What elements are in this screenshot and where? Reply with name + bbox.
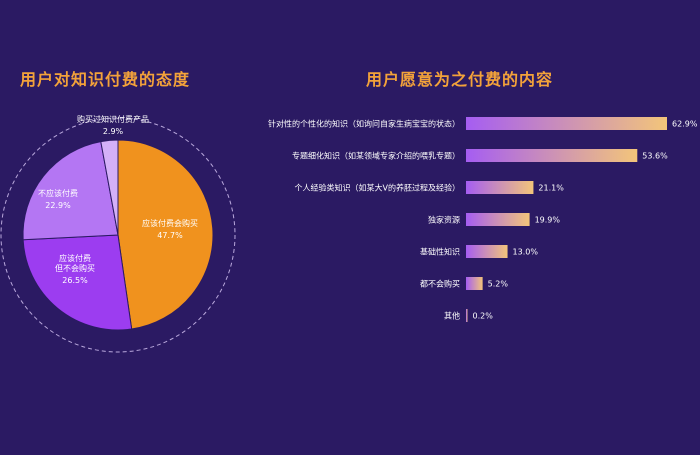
bar <box>466 181 534 194</box>
bar-value-label: 53.6% <box>642 152 668 161</box>
pie-slice-value: 26.5% <box>62 276 88 285</box>
pie-slice-label: 不应该付费 <box>38 188 78 198</box>
bar-value-label: 13.0% <box>513 248 539 257</box>
bar <box>466 309 468 322</box>
bar-value-label: 19.9% <box>535 216 561 225</box>
pie-dashed-ring <box>0 117 236 353</box>
pie-slice <box>22 234 133 331</box>
bar-chart: 针对性的个性化的知识（如询问自家生病宝宝的状态） 62.9% 专题细化知识（如某领域… <box>268 117 698 322</box>
bar-category-label: 其他 <box>444 311 460 321</box>
bar-value-label: 0.2% <box>473 312 494 321</box>
bar-category-label: 都不会购买 <box>420 279 460 289</box>
pie-slice <box>100 139 119 236</box>
bar <box>466 245 508 258</box>
pie-slice-value: 47.7% <box>157 231 183 240</box>
bar-category-label: 独家资源 <box>428 215 460 225</box>
bar <box>466 277 483 290</box>
pie-chart-title: 用户对知识付费的态度 <box>20 70 191 89</box>
pie-slice-label: 购买过知识付费产品 <box>77 114 149 124</box>
pie-slice <box>117 139 214 330</box>
bar-category-label: 个人经验类知识（如某大V的养胚过程及经验） <box>295 183 460 193</box>
pie-slice-label: 应该付费会购买 <box>142 218 198 228</box>
bar-value-label: 62.9% <box>672 120 698 129</box>
pie-slice <box>22 140 119 241</box>
bar <box>466 213 530 226</box>
pie-slice-label: 应该付费 <box>59 253 91 263</box>
bar <box>466 117 667 130</box>
bar <box>466 149 638 162</box>
pie-slice-value: 22.9% <box>45 201 71 210</box>
bar-category-label: 基础性知识 <box>420 247 460 257</box>
bar-value-label: 21.1% <box>538 184 564 193</box>
bar-chart-title: 用户愿意为之付费的内容 <box>366 70 554 89</box>
bar-category-label: 专题细化知识（如某领域专家介绍的喂乳专题） <box>292 151 460 161</box>
pie-slice-label: 但不会购买 <box>55 263 95 273</box>
bar-value-label: 5.2% <box>488 280 509 289</box>
pie-slice-value: 2.9% <box>103 127 124 136</box>
bar-category-label: 针对性的个性化的知识（如询问自家生病宝宝的状态） <box>268 119 460 129</box>
